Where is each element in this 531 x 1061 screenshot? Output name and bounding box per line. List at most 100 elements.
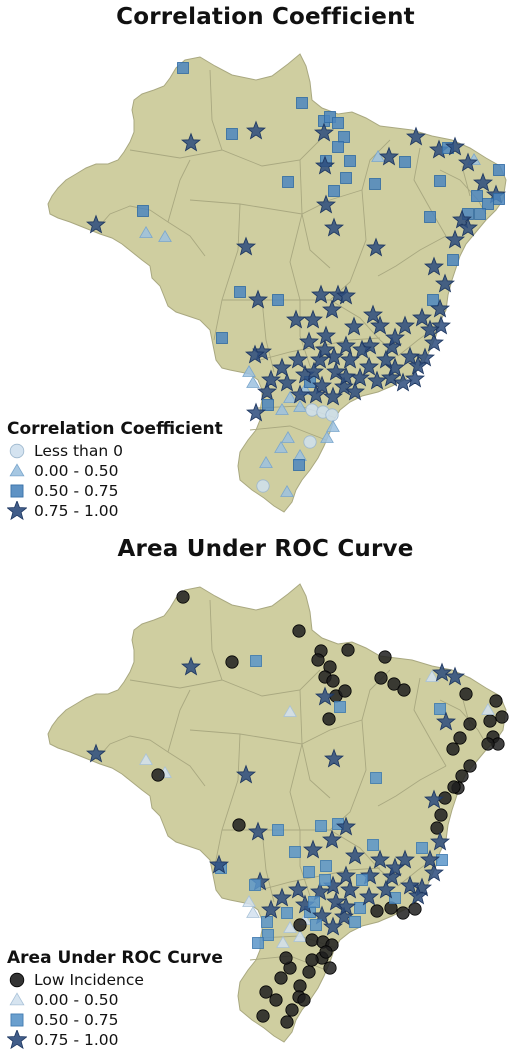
square-marker: [320, 860, 332, 872]
square-marker: [389, 892, 401, 904]
star-marker: [315, 339, 335, 359]
state-border: [213, 203, 241, 341]
correlation-map-title: Correlation Coefficient: [116, 4, 415, 30]
square-legend-symbol: [10, 1013, 24, 1027]
star-marker: [400, 875, 420, 895]
star-marker: [473, 172, 493, 192]
brazil-land-shape: [47, 53, 507, 513]
star-marker: [236, 764, 256, 784]
star-marker: [248, 821, 268, 841]
roc-map-title: Area Under ROC Curve: [117, 536, 414, 562]
star-icon: [7, 501, 27, 521]
circle-marker: [293, 979, 307, 993]
circle-marker: [434, 808, 448, 822]
star-marker: [420, 319, 440, 339]
star-marker: [458, 152, 478, 172]
square-marker: [281, 907, 293, 919]
square-marker: [289, 846, 301, 858]
triangle-icon: [9, 992, 25, 1006]
square-marker: [250, 655, 262, 667]
square-marker: [338, 131, 350, 143]
state-border: [249, 425, 327, 441]
circle-marker: [338, 684, 352, 698]
square-marker: [328, 185, 340, 197]
triangle-marker: [320, 431, 334, 443]
square-marker: [293, 459, 305, 471]
square-marker: [216, 332, 228, 344]
square-marker: [308, 896, 320, 908]
circle-marker: [453, 731, 467, 745]
state-border: [301, 213, 331, 269]
star-marker: [379, 146, 399, 166]
square-marker: [349, 916, 361, 928]
circle-marker: [430, 821, 444, 835]
roc-legend: Area Under ROC Curve Low Incidence 0.00 -…: [7, 948, 223, 1050]
triangle-marker: [274, 441, 288, 453]
brazil-map-correlation: [47, 53, 507, 513]
circle-marker: [446, 742, 460, 756]
circle-marker: [370, 904, 384, 918]
star-marker: [336, 285, 356, 305]
circle-marker: [274, 971, 288, 985]
state-border: [209, 599, 223, 681]
star-marker: [336, 816, 356, 836]
circle-icon: [9, 972, 25, 988]
square-marker: [344, 155, 356, 167]
map-layer: [47, 53, 507, 513]
star-marker: [385, 327, 405, 347]
circle-marker: [459, 687, 473, 701]
star-legend-symbol: [7, 1030, 27, 1050]
circle-marker: [297, 993, 311, 1007]
square-icon: [10, 1013, 24, 1027]
star-marker: [315, 686, 335, 706]
circle-marker: [232, 818, 246, 832]
square-marker: [272, 294, 284, 306]
square-marker: [424, 211, 436, 223]
star-legend-symbol: [7, 501, 27, 521]
star-marker: [272, 887, 292, 907]
star-marker: [181, 132, 201, 152]
triangle-marker: [259, 456, 273, 468]
square-marker: [249, 879, 261, 891]
circle-marker: [225, 655, 239, 669]
square-marker: [493, 193, 505, 205]
legend-label: 0.50 - 0.75: [34, 482, 119, 500]
star-marker: [336, 366, 356, 386]
star-marker: [311, 284, 331, 304]
square-marker: [262, 929, 274, 941]
triangle-marker: [283, 391, 297, 403]
circle-marker: [256, 1009, 270, 1023]
circle-legend-symbol: [9, 443, 25, 459]
square-marker: [427, 294, 439, 306]
square-marker: [310, 919, 322, 931]
star-marker: [431, 315, 451, 335]
star-marker: [312, 375, 332, 395]
triangle-marker: [326, 420, 340, 432]
star-marker: [310, 881, 330, 901]
square-marker: [356, 874, 368, 886]
circle-marker: [396, 906, 410, 920]
legend-title: Correlation Coefficient: [7, 419, 223, 439]
state-border: [413, 677, 447, 767]
triangle-marker: [481, 703, 495, 715]
star-marker: [236, 236, 256, 256]
circle-marker: [408, 902, 422, 916]
brazil-land-shape: [47, 583, 507, 1043]
state-border: [167, 689, 191, 753]
legend-item: Less than 0: [7, 441, 223, 461]
star-marker: [336, 896, 356, 916]
legend-item: Low Incidence: [7, 970, 223, 990]
circle-marker: [279, 951, 293, 965]
circle-marker: [325, 408, 339, 422]
square-marker: [334, 701, 346, 713]
legend-label: 0.75 - 1.00: [34, 502, 119, 520]
square-marker: [434, 703, 446, 715]
triangle-marker: [242, 895, 256, 907]
star-marker: [326, 361, 346, 381]
square-marker: [340, 172, 352, 184]
star-marker: [209, 854, 229, 874]
star-marker: [324, 748, 344, 768]
square-marker: [493, 164, 505, 176]
star-marker: [86, 214, 106, 234]
star-marker: [395, 315, 415, 335]
